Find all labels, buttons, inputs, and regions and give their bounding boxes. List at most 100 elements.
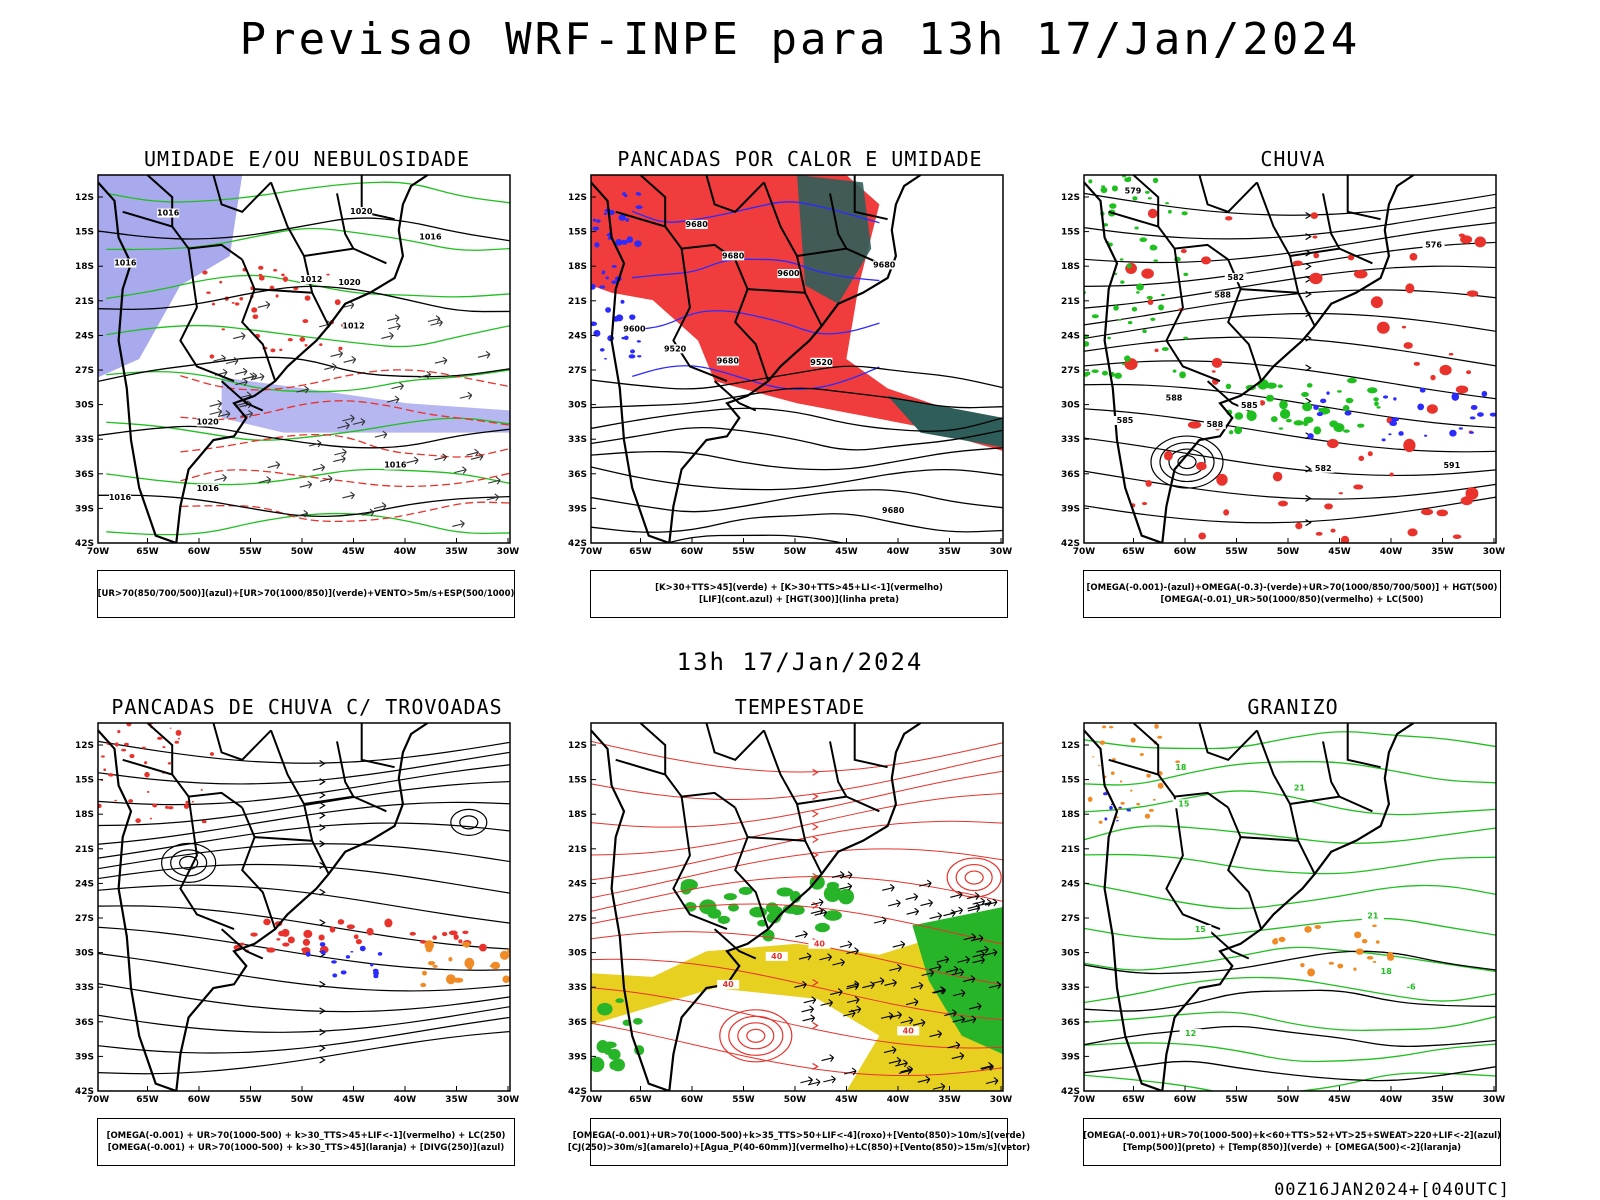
lat-tick-label: 33S (1061, 983, 1080, 993)
lon-tick-label: 40W (394, 547, 417, 557)
showers-k-tts-area (887, 395, 1003, 448)
streamline-500hpa (1084, 241, 1496, 287)
wind-vector (905, 893, 919, 901)
temperature-850-contour (1084, 976, 1496, 1004)
wind-arrow (427, 315, 441, 323)
lat-tick-label: 18S (568, 262, 587, 272)
legend-line: [OMEGA(-0.001)+UR>70(1000-500)+k<60+TTS>… (1083, 1131, 1501, 1141)
streamline-500hpa (1084, 289, 1496, 326)
weak-omega-area (1307, 433, 1314, 440)
thunderstorm-area (126, 723, 132, 727)
thunderstorm-area (432, 935, 438, 940)
contour-label-bg (722, 251, 745, 261)
streamline-250hpa (98, 1030, 510, 1075)
wind-vector (980, 1062, 993, 1070)
country-border (336, 193, 355, 250)
contour-label-bg (350, 207, 373, 217)
omega-rain-area (1201, 256, 1211, 265)
strong-omega-area (1278, 427, 1284, 430)
strong-wind-area (823, 910, 842, 921)
divergence-area (373, 970, 379, 976)
low-level-vortex (737, 1022, 775, 1050)
isobar-value-label: 1016 (197, 484, 220, 493)
strong-omega-area (1279, 409, 1291, 419)
wind-arrow (209, 399, 223, 408)
omega-500-area (1157, 782, 1164, 789)
thunderstorm-area (147, 790, 150, 794)
low-level-vortex (955, 863, 993, 892)
lon-tick-label: 65W (629, 547, 652, 557)
thunderstorm-area (121, 748, 127, 752)
omega-500-area (1098, 820, 1103, 824)
lifted-index-contour-fragment (606, 233, 611, 237)
lat-tick-label: 21S (1061, 297, 1080, 307)
wind-vector (862, 981, 875, 989)
coastline-and-borders (98, 175, 429, 543)
wind-arrow (454, 466, 467, 474)
lon-tick-label: 45W (835, 1095, 858, 1105)
thunderstorm-area (318, 934, 325, 941)
omega-rain-area (1145, 480, 1152, 487)
thunderstorm-area (114, 742, 119, 747)
flow-arrowhead (1305, 465, 1312, 473)
lon-tick-label: 60W (681, 547, 704, 557)
streamline-500hpa (1084, 336, 1496, 367)
contour-label-bg (1238, 401, 1261, 411)
height-value-label: 585 (1117, 416, 1134, 425)
humidity-low-level-contour (106, 181, 510, 204)
contour-label-bg (1189, 925, 1212, 935)
lon-tick-label: 55W (239, 1095, 262, 1105)
country-border (1289, 247, 1373, 265)
omega-rain-area (1330, 528, 1336, 533)
strong-wind-area (738, 886, 753, 896)
wind-arrow (406, 456, 419, 465)
country-border (122, 758, 243, 809)
thunderstorm-area (167, 806, 174, 810)
omega-rain-area (1474, 236, 1487, 248)
flow-arrowhead (319, 1056, 326, 1064)
upper-level-vortex (170, 849, 208, 877)
geopotential-height-contour (591, 387, 1003, 409)
lat-tick-label: 27S (1061, 914, 1080, 924)
omega-rain-area (1312, 235, 1318, 239)
coastline (591, 723, 922, 1091)
contour-label-bg (1400, 982, 1423, 992)
lifted-index-contour-fragment (605, 307, 611, 313)
lat-tick-label: 12S (1061, 741, 1080, 751)
strong-omega-area (1127, 321, 1133, 325)
streamline-250hpa (98, 1006, 510, 1033)
lon-tick-label: 35W (1431, 1095, 1454, 1105)
omega-rain-area (1295, 522, 1303, 530)
flow-arrowhead (319, 840, 326, 848)
wind-vector (888, 899, 901, 908)
lifted-index-contour-fragment (629, 314, 636, 320)
lifted-index-contour-fragment (621, 336, 626, 340)
temperature-850-contour (1084, 1042, 1496, 1063)
thickness-marker (334, 299, 341, 306)
streamline-850hpa (591, 740, 1003, 773)
lifted-index-contour-fragment (601, 272, 605, 275)
strong-omega-area (1114, 372, 1123, 379)
lon-tick-label: 50W (1277, 547, 1300, 557)
lon-tick-label: 65W (629, 1095, 652, 1105)
lat-tick-label: 27S (568, 366, 587, 376)
map-layers: 588 585 588 591 585 582 579 588 582 576 (1084, 175, 1496, 543)
low-level-vortex (719, 1009, 793, 1063)
thunderstorm-area (281, 928, 290, 937)
flow-arrowhead (812, 810, 819, 818)
strong-wind-area (766, 912, 782, 924)
wind-arrow (241, 372, 255, 381)
contour-label-bg (300, 275, 323, 285)
strong-omega-area (1146, 295, 1153, 300)
wind-vector (952, 989, 966, 998)
thickness-marker (251, 307, 258, 313)
wind-vector (945, 965, 959, 974)
strong-omega-area (1161, 293, 1165, 297)
country-border (1108, 758, 1229, 809)
wind-arrow (361, 508, 375, 517)
lifted-index-contour-fragment (626, 236, 634, 243)
country-border (1322, 741, 1341, 798)
strong-omega-area (1136, 291, 1140, 294)
flow-arrowhead (1305, 262, 1312, 270)
